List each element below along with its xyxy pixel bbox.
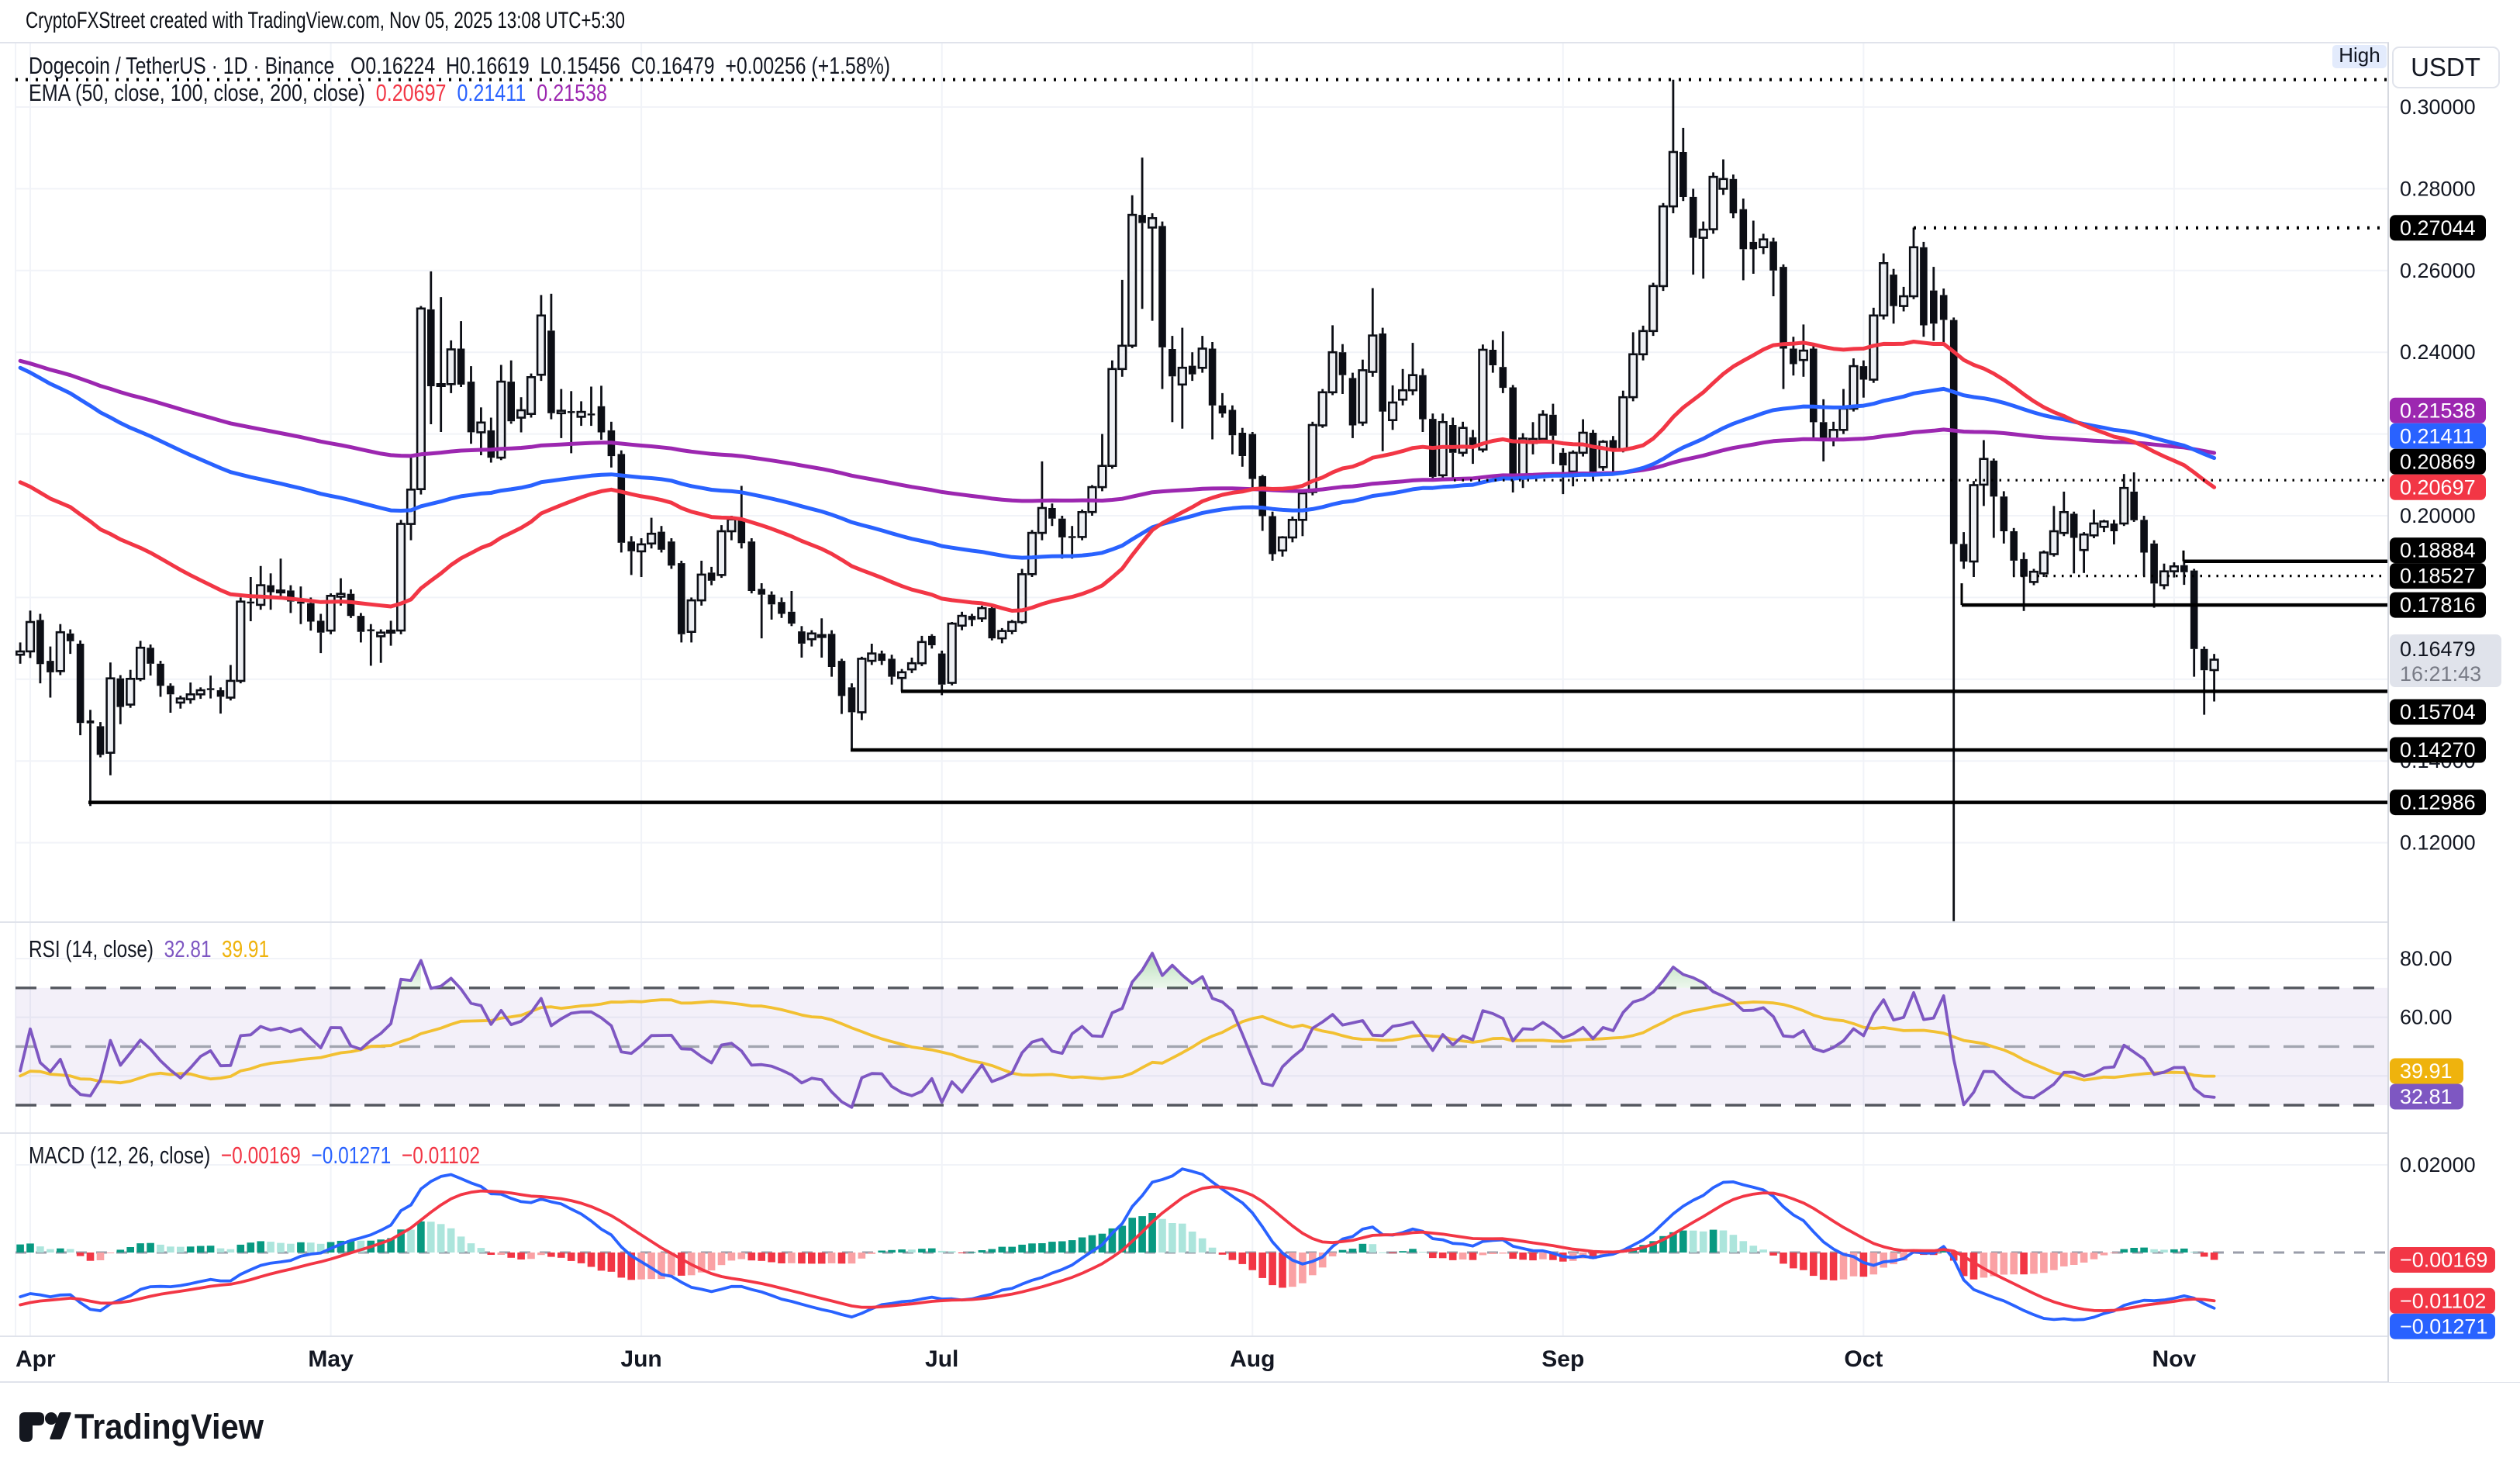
- svg-text:0.20000: 0.20000: [2400, 504, 2476, 527]
- svg-text:0.18527: 0.18527: [2400, 565, 2476, 588]
- svg-text:0.17816: 0.17816: [2400, 593, 2476, 617]
- svg-text:0.12986: 0.12986: [2400, 791, 2476, 814]
- svg-text:CryptoFXStreet created with Tr: CryptoFXStreet created with TradingView.…: [26, 8, 625, 33]
- svg-text:0.21538: 0.21538: [2400, 399, 2476, 422]
- svg-text:0.20697: 0.20697: [2400, 475, 2476, 499]
- svg-text:0.12000: 0.12000: [2400, 831, 2476, 855]
- svg-text:Aug: Aug: [1230, 1346, 1275, 1372]
- svg-text:−0.00169: −0.00169: [2400, 1249, 2487, 1272]
- svg-text:0.16479: 0.16479: [2400, 638, 2476, 661]
- svg-text:0.15704: 0.15704: [2400, 700, 2476, 724]
- svg-text:0.18884: 0.18884: [2400, 539, 2476, 562]
- svg-text:0.21411: 0.21411: [2400, 424, 2474, 447]
- svg-text:USDT: USDT: [2411, 53, 2480, 81]
- svg-text:Sep: Sep: [1541, 1346, 1584, 1372]
- svg-text:Dogecoin / TetherUS · 1D · Bin: Dogecoin / TetherUS · 1D · Binance O0.16…: [29, 52, 890, 79]
- svg-text:0.24000: 0.24000: [2400, 340, 2476, 364]
- svg-text:TradingView: TradingView: [74, 1407, 264, 1446]
- svg-text:60.00: 60.00: [2400, 1006, 2453, 1029]
- svg-text:Jun: Jun: [620, 1346, 661, 1372]
- svg-text:80.00: 80.00: [2400, 947, 2453, 970]
- svg-text:39.91: 39.91: [2400, 1059, 2453, 1083]
- svg-text:Nov: Nov: [2152, 1346, 2197, 1372]
- svg-text:RSI (14, close) 32.81 39.91: RSI (14, close) 32.81 39.91: [29, 935, 269, 962]
- svg-text:0.27044: 0.27044: [2400, 216, 2476, 240]
- svg-text:Oct: Oct: [1844, 1346, 1883, 1372]
- svg-text:High: High: [2339, 43, 2380, 67]
- svg-text:0.26000: 0.26000: [2400, 259, 2476, 282]
- svg-text:0.14270: 0.14270: [2400, 738, 2476, 762]
- svg-text:0.28000: 0.28000: [2400, 177, 2476, 200]
- svg-text:EMA (50, close, 100, close, 20: EMA (50, close, 100, close, 200, close) …: [29, 79, 607, 106]
- svg-text:0.20869: 0.20869: [2400, 450, 2476, 473]
- svg-text:Jul: Jul: [925, 1346, 958, 1372]
- svg-text:May: May: [308, 1346, 354, 1372]
- svg-text:−0.01102: −0.01102: [2400, 1289, 2486, 1312]
- svg-text:0.30000: 0.30000: [2400, 95, 2476, 119]
- svg-text:Apr: Apr: [16, 1346, 56, 1372]
- svg-text:32.81: 32.81: [2400, 1085, 2453, 1108]
- svg-text:−0.01271: −0.01271: [2400, 1315, 2487, 1338]
- svg-text:16:21:43: 16:21:43: [2400, 662, 2481, 686]
- svg-text:0.02000: 0.02000: [2400, 1153, 2476, 1177]
- svg-text:MACD (12, 26, close) −0.00169: MACD (12, 26, close) −0.00169 −0.01271 −…: [29, 1142, 480, 1169]
